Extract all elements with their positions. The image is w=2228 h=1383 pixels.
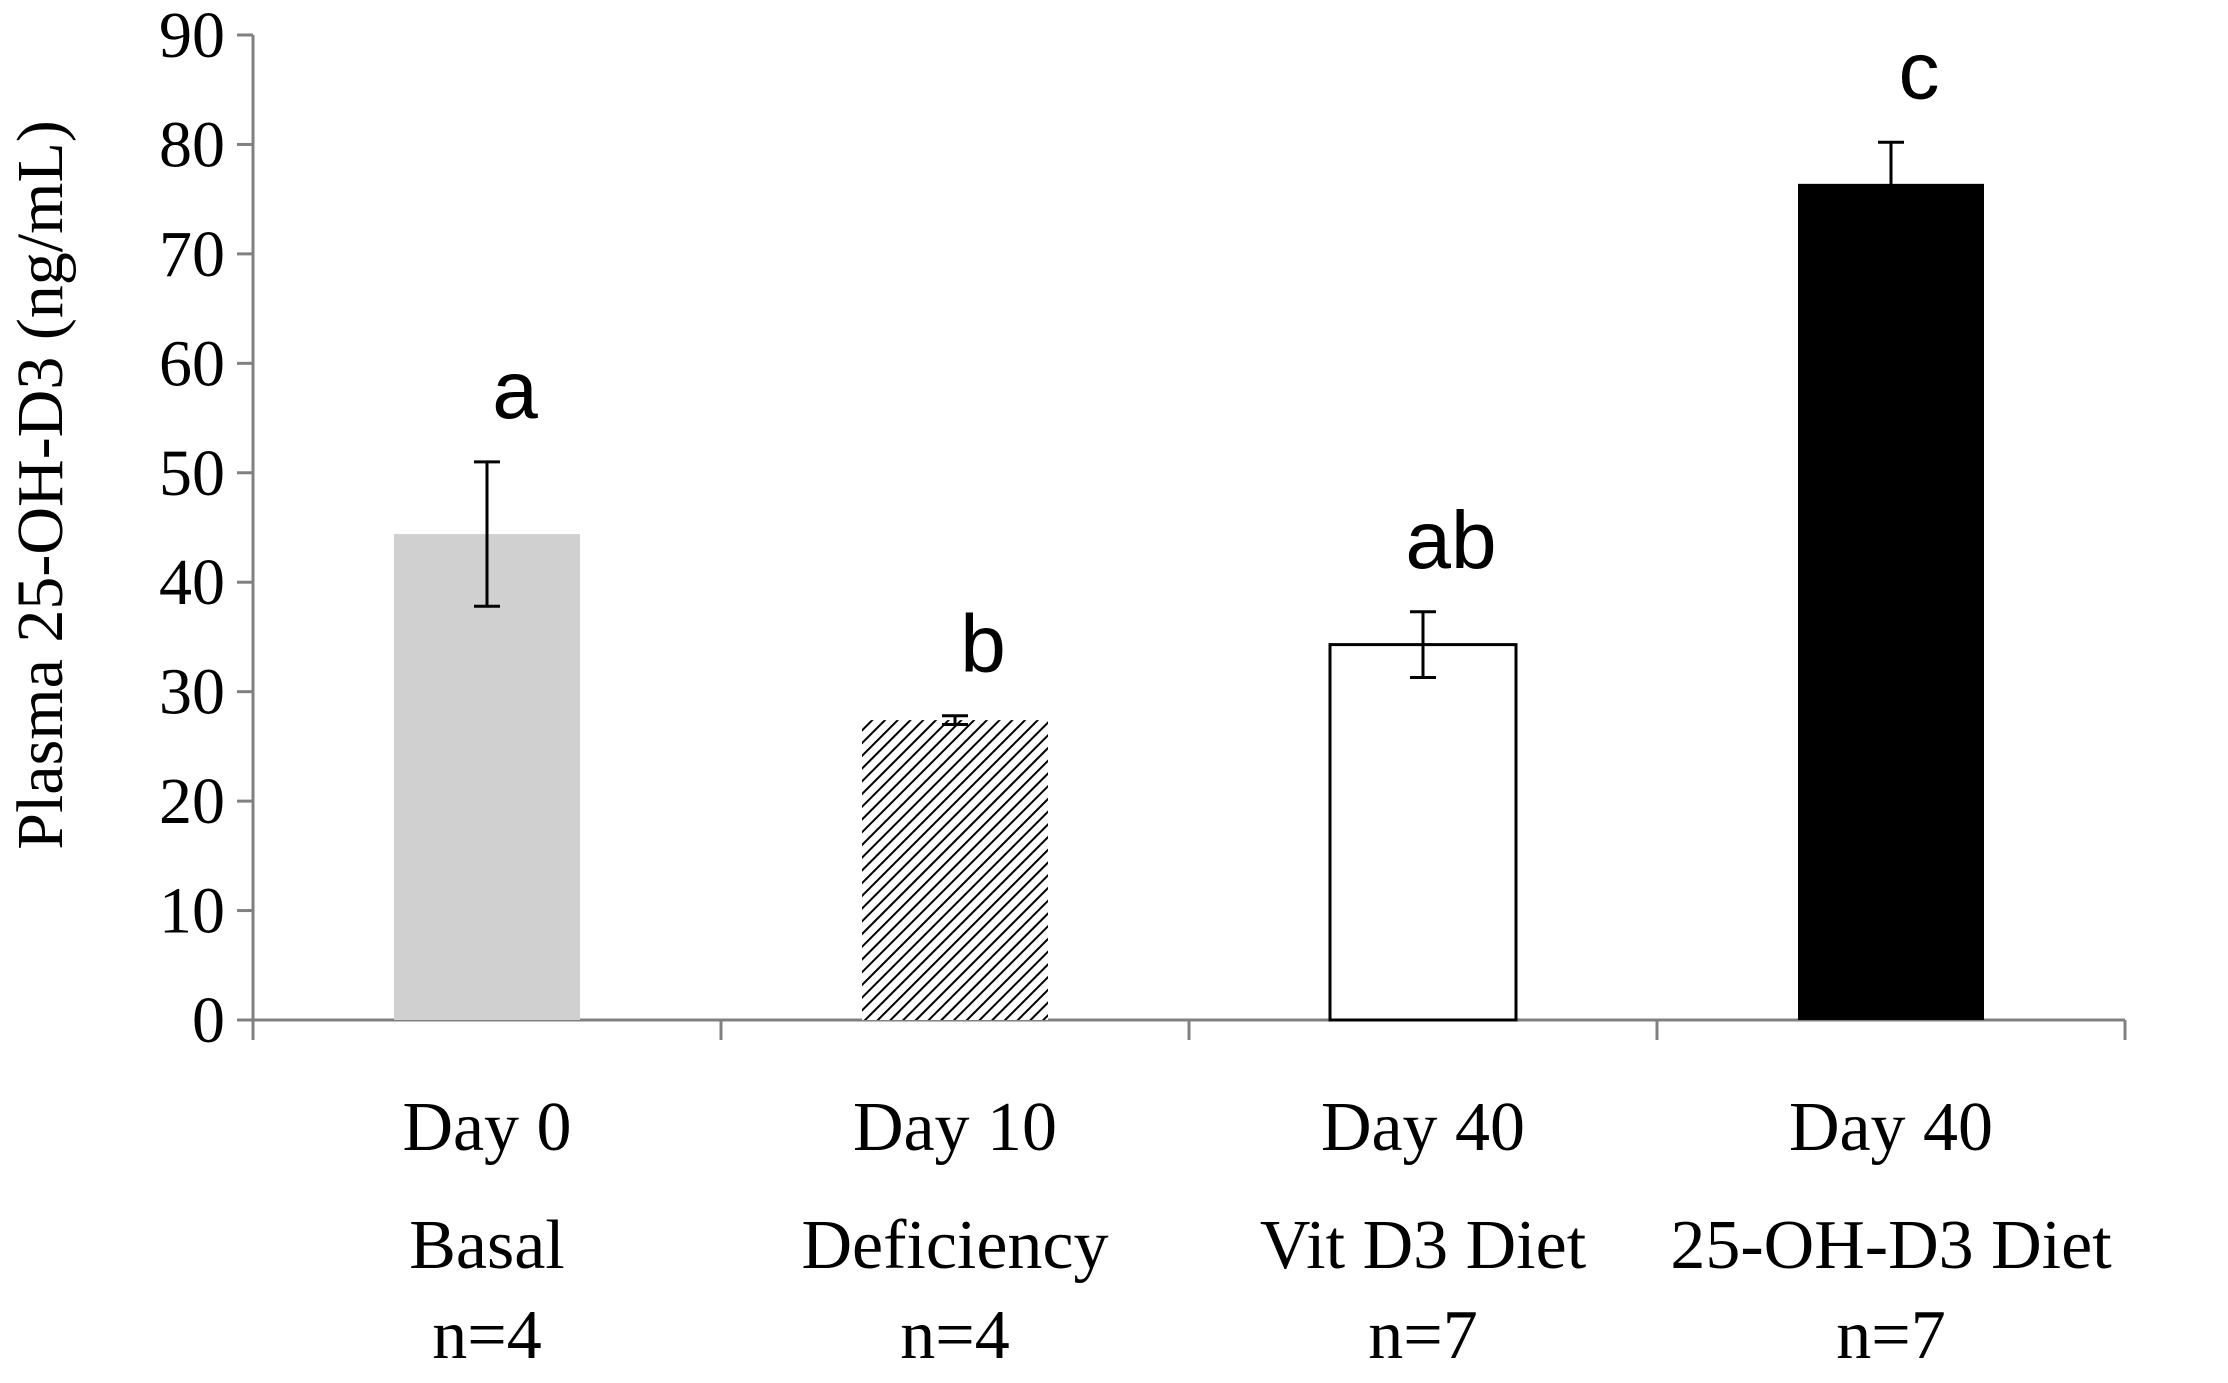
x-category-label: Day 0 [402, 1089, 571, 1166]
axes: 0 10 20 30 40 50 60 70 80 90 [159, 0, 2127, 1057]
y-tick-label: 60 [159, 327, 225, 400]
error-bar [1410, 610, 1436, 679]
x-category-label: n=7 [1836, 1297, 1945, 1374]
error-bar [1878, 140, 1904, 227]
error-bar [474, 460, 500, 608]
labels: a Day 0 Basal n=4 b Day 10 Deficiency n=4 ab Day … [402, 25, 2112, 1374]
y-tick-label: 10 [159, 875, 225, 948]
y-tick-label: 90 [159, 0, 225, 72]
x-category-label: 25-OH-D3 Diet [1670, 1207, 2112, 1284]
significance-letter: b [960, 599, 1006, 690]
x-category-label: Day 10 [853, 1089, 1057, 1166]
y-tick-label: 70 [159, 218, 225, 291]
y-tick-label: 80 [159, 108, 225, 181]
bar [1328, 643, 1518, 1022]
x-category-label: n=4 [432, 1297, 541, 1374]
y-tick-label: 50 [159, 437, 225, 510]
significance-letter: a [492, 345, 538, 436]
x-category-label: Vit D3 Diet [1260, 1207, 1587, 1284]
y-tick-label: 0 [192, 984, 225, 1057]
error-bar [942, 714, 968, 726]
x-category-label: n=7 [1368, 1297, 1477, 1374]
x-category-label: Deficiency [801, 1207, 1108, 1284]
significance-letter: ab [1405, 495, 1496, 586]
y-tick-label: 30 [159, 656, 225, 729]
x-category-label: Day 40 [1321, 1089, 1525, 1166]
bar [862, 720, 1048, 1020]
bar [1798, 183, 1984, 1020]
x-category-label: n=4 [900, 1297, 1009, 1374]
y-tick-label: 20 [159, 765, 225, 838]
y-axis-title: Plasma 25-OH-D3 (ng/mL) [4, 120, 77, 850]
x-category-label: Basal [409, 1207, 565, 1284]
y-tick-label: 40 [159, 546, 225, 619]
significance-letter: c [1899, 25, 1940, 116]
bar [394, 534, 580, 1020]
x-category-label: Day 40 [1789, 1089, 1993, 1166]
bars [394, 140, 1984, 1022]
